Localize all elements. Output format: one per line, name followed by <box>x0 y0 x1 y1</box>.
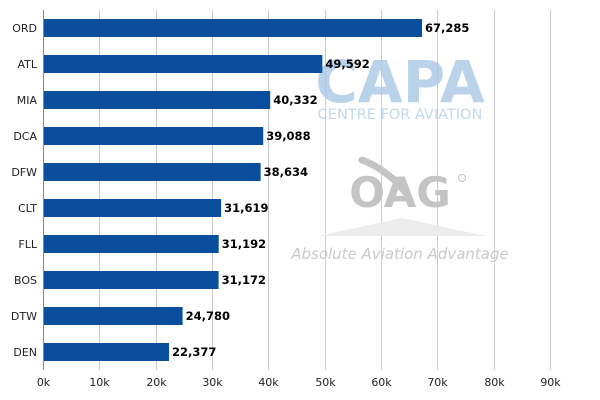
bars <box>44 19 423 361</box>
x-tick-label: 50k <box>315 376 336 389</box>
bar-dca <box>44 127 264 145</box>
category-label: FLL <box>18 238 37 251</box>
oag-swoosh-icon <box>358 156 409 196</box>
value-label: 67,285 <box>425 21 469 35</box>
value-label: 40,332 <box>273 93 317 107</box>
bar-ord <box>44 19 423 37</box>
bar-atl <box>44 55 323 73</box>
category-label: DFW <box>11 166 37 179</box>
bar-dfw <box>44 163 261 181</box>
x-tick-label: 30k <box>202 376 223 389</box>
oag-tagline: Absolute Aviation Advantage <box>290 245 509 263</box>
oag-reflection-icon <box>318 218 486 236</box>
x-tick-label: 60k <box>371 376 392 389</box>
capa-subtitle: CENTRE FOR AVIATION <box>318 107 483 123</box>
value-label: 24,780 <box>186 309 230 323</box>
x-tick-label: 70k <box>427 376 448 389</box>
x-axis-tick-labels: 0k 10k 20k 30k 40k 50k 60k 70k 80k 90k <box>37 376 561 389</box>
value-label: 38,634 <box>264 165 308 179</box>
x-tick-label: 0k <box>37 376 51 389</box>
x-tick-label: 10k <box>89 376 110 389</box>
value-label: 31,619 <box>224 201 268 215</box>
bar-mia <box>44 91 271 109</box>
category-labels: ORD ATL MIA DCA DFW CLT FLL BOS DTW DEN <box>11 22 38 359</box>
registered-mark-icon <box>458 174 466 182</box>
category-label: MIA <box>17 94 38 107</box>
value-labels: 67,285 49,592 40,332 39,088 38,634 31,619 31,1… <box>172 21 469 359</box>
category-label: DEN <box>13 346 37 359</box>
x-tick-label: 40k <box>258 376 279 389</box>
bar-clt <box>44 199 222 217</box>
category-label: ORD <box>12 22 37 35</box>
capa-logo: CAPA <box>315 48 485 116</box>
value-label: 31,172 <box>222 273 266 287</box>
category-label: CLT <box>18 202 37 215</box>
value-label: 39,088 <box>266 129 310 143</box>
bar-dtw <box>44 307 183 325</box>
x-tick-label: 90k <box>540 376 561 389</box>
category-label: BOS <box>14 274 37 287</box>
category-label: ATL <box>17 58 37 71</box>
category-label: DCA <box>13 130 37 143</box>
x-tick-label: 80k <box>484 376 505 389</box>
bar-den <box>44 343 170 361</box>
value-label: 31,192 <box>222 237 266 251</box>
bar-fll <box>44 235 219 253</box>
category-label: DTW <box>11 310 37 323</box>
bar-bos <box>44 271 219 289</box>
oag-logo: OAG <box>349 168 451 217</box>
value-label: 49,592 <box>325 57 369 71</box>
x-tick-label: 20k <box>146 376 167 389</box>
value-label: 22,377 <box>172 345 216 359</box>
watermarks: CAPA CENTRE FOR AVIATION OAG Absolute Av… <box>290 48 509 263</box>
